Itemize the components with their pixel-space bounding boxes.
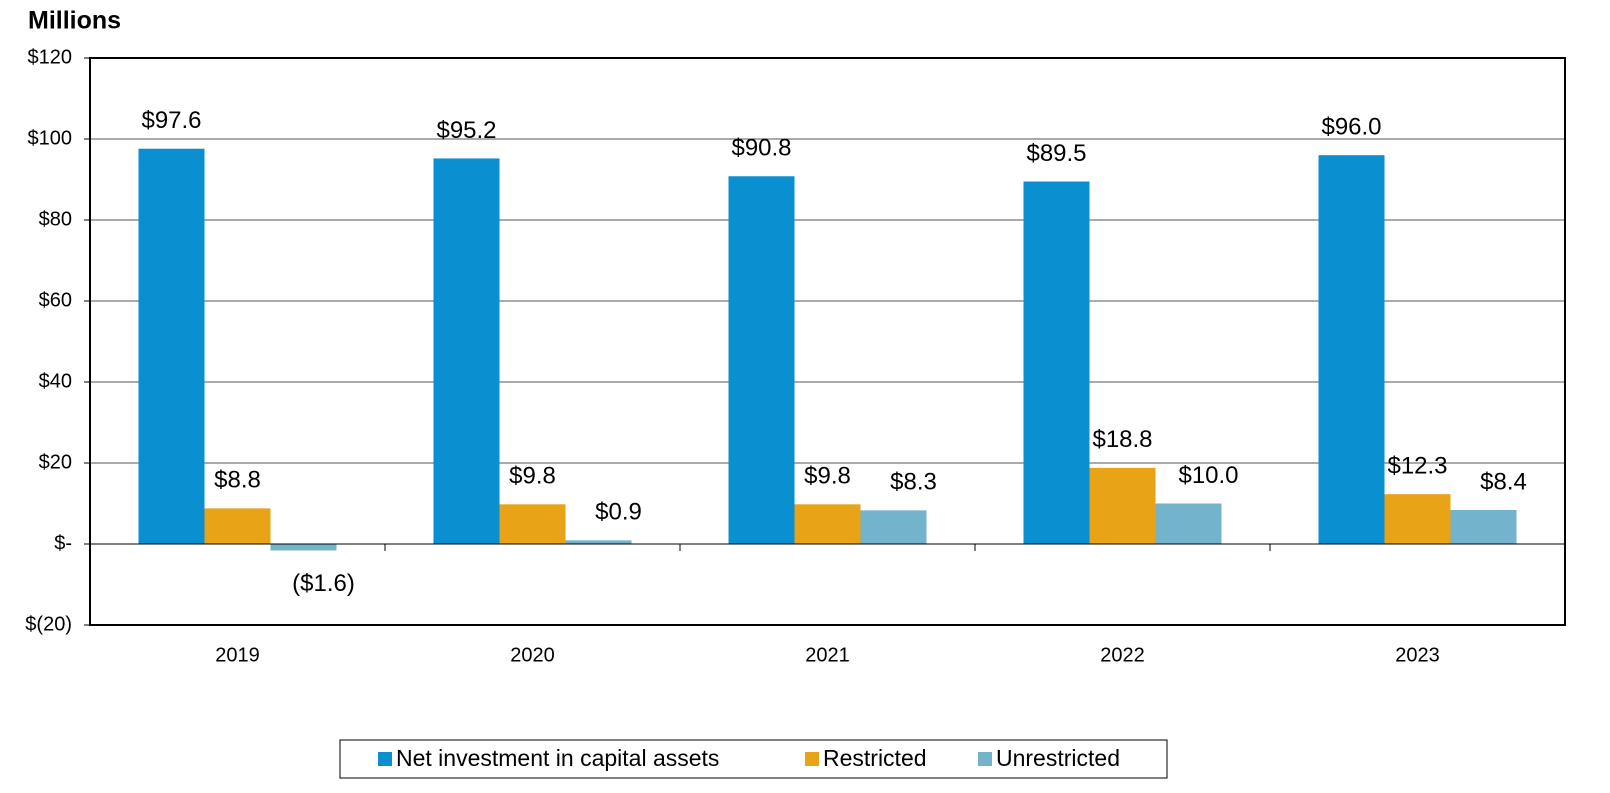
bar <box>270 544 337 551</box>
y-tick-label: $60 <box>39 289 72 311</box>
legend-swatch <box>378 752 392 766</box>
bar <box>565 540 632 544</box>
value-label: $8.4 <box>1480 468 1527 495</box>
bar <box>1318 155 1385 544</box>
x-tick-label: 2022 <box>1100 644 1145 666</box>
value-label: $18.8 <box>1092 426 1152 453</box>
y-tick-label: $80 <box>39 208 72 230</box>
bar <box>1450 509 1517 544</box>
value-label: ($1.6) <box>292 570 355 597</box>
bar <box>433 158 500 544</box>
value-label: $9.8 <box>509 463 556 490</box>
x-tick-label: 2019 <box>215 644 260 666</box>
bar <box>860 510 927 544</box>
value-label: $89.5 <box>1026 140 1086 167</box>
y-tick-label: $40 <box>39 370 72 392</box>
value-label: $8.3 <box>890 469 937 496</box>
legend-label: Restricted <box>823 745 927 771</box>
value-label: $12.3 <box>1387 453 1447 480</box>
bar <box>1089 467 1156 544</box>
bar <box>1155 503 1222 544</box>
value-label: $0.9 <box>595 499 642 526</box>
bar <box>138 148 205 544</box>
x-tick-label: 2023 <box>1395 644 1440 666</box>
legend-swatch <box>978 752 992 766</box>
chart-title: Millions <box>28 7 121 35</box>
y-tick-label: $120 <box>28 46 73 68</box>
y-tick-label: $- <box>54 532 72 554</box>
value-label: $10.0 <box>1178 462 1238 489</box>
bar <box>499 504 566 544</box>
bar <box>1023 181 1090 544</box>
legend-label: Net investment in capital assets <box>396 745 719 771</box>
value-label: $96.0 <box>1321 114 1381 141</box>
value-label: $8.8 <box>214 467 261 494</box>
x-tick-label: 2020 <box>510 644 555 666</box>
value-label: $9.8 <box>804 463 851 490</box>
value-label: $95.2 <box>436 117 496 144</box>
bar <box>204 508 271 544</box>
y-tick-label: $20 <box>39 451 72 473</box>
plot-frame <box>89 57 1566 626</box>
y-tick-label: $(20) <box>25 613 72 635</box>
y-tick-label: $100 <box>28 127 73 149</box>
legend-box <box>339 739 1168 779</box>
bar <box>728 176 795 544</box>
legend-label: Unrestricted <box>996 745 1120 771</box>
bar <box>794 504 861 544</box>
bar <box>1384 494 1451 544</box>
value-label: $97.6 <box>141 107 201 134</box>
value-label: $90.8 <box>731 135 791 162</box>
x-tick-label: 2021 <box>805 644 850 666</box>
legend-swatch <box>805 752 819 766</box>
